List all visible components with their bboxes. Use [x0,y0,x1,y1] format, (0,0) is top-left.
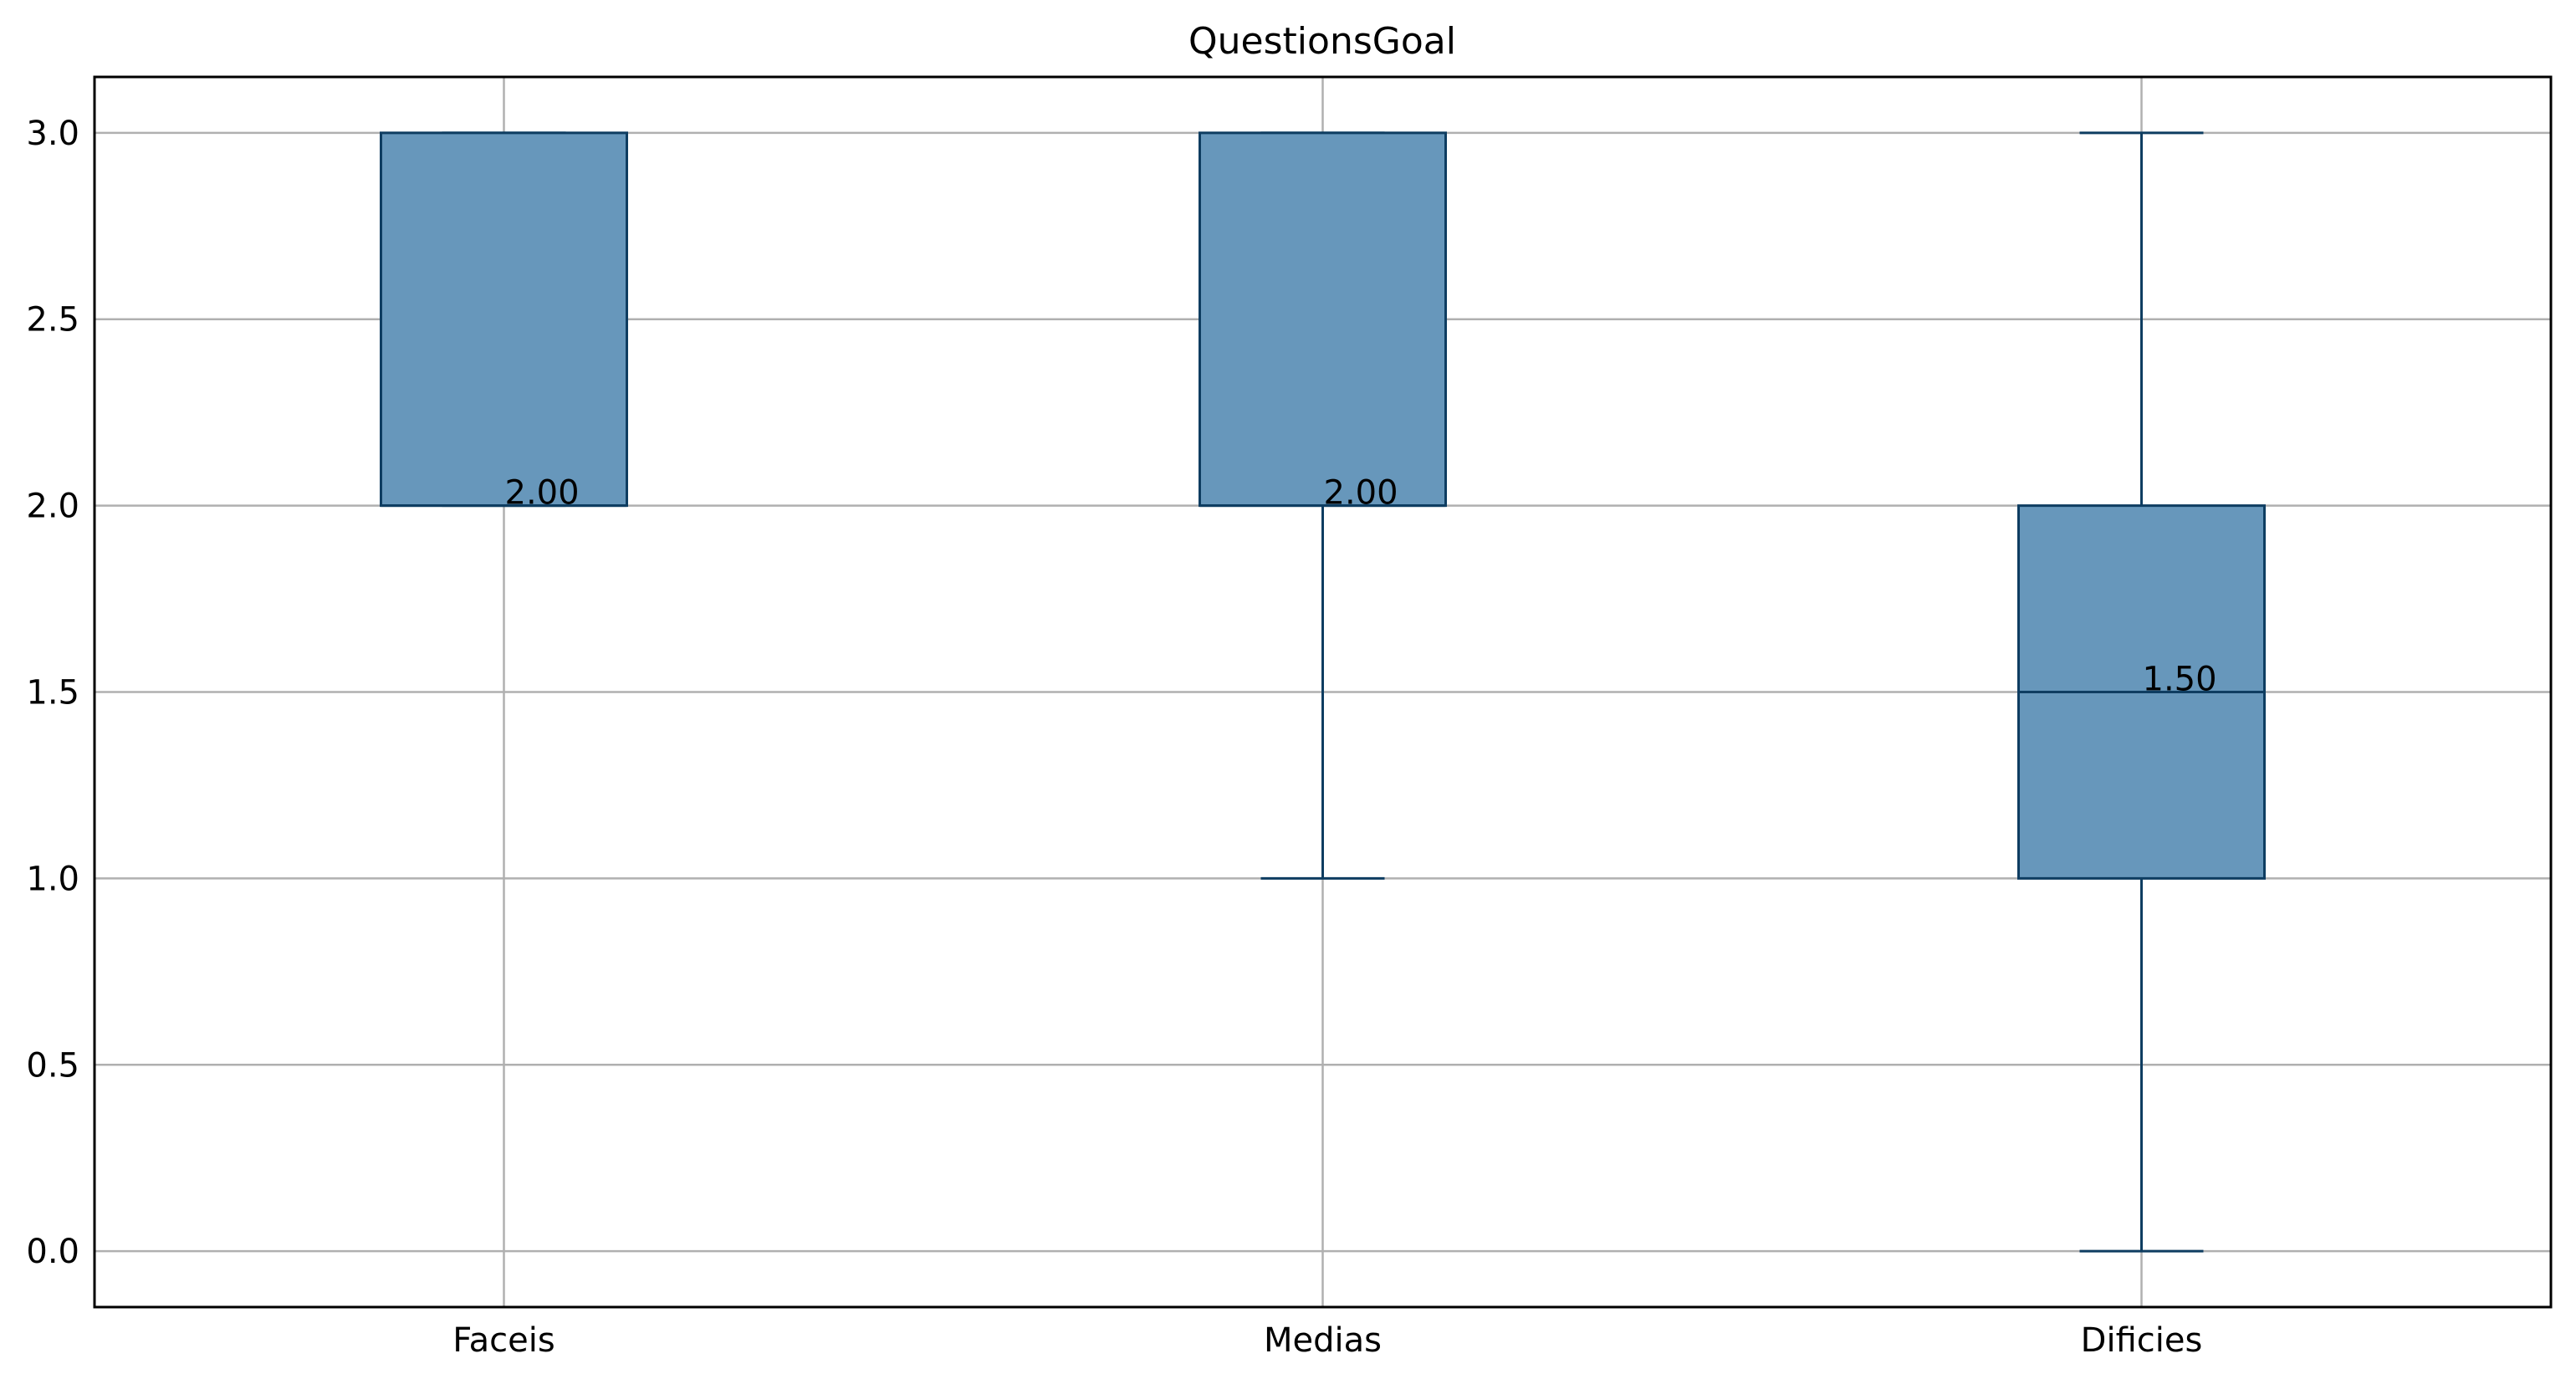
tick-layer: 0.0 0.5 1.0 1.5 2.0 2.5 3.0 Faceis Medias Dificie… [26,115,2202,1360]
box-iqr [1199,131,1447,508]
x-tick-label: Faceis [452,1321,555,1360]
y-tick-label: 2.0 [26,488,79,526]
x-tick-label: Medias [1264,1321,1382,1360]
box-group-faceis [380,131,628,508]
x-tick-label: Dificies [2081,1321,2203,1360]
chart-title: QuestionsGoal [1188,20,1456,63]
median-label: 2.00 [505,474,580,513]
y-tick-label: 2.5 [26,301,79,340]
box-iqr [380,131,628,508]
y-tick-label: 3.0 [26,115,79,153]
y-tick-label: 1.5 [26,674,79,712]
median-label: 1.50 [2143,661,2217,699]
y-tick-label: 0.0 [26,1233,79,1271]
box-group-medias [1199,131,1447,880]
plot-frame [93,75,2553,1309]
y-tick-label: 0.5 [26,1046,79,1085]
label-layer: 2.00 2.00 1.50 [505,474,2217,699]
box-group-dificies [2017,131,2266,1253]
y-tick-label: 1.0 [26,860,79,898]
box-layer [380,131,2266,1253]
median-label: 2.00 [1324,474,1398,513]
